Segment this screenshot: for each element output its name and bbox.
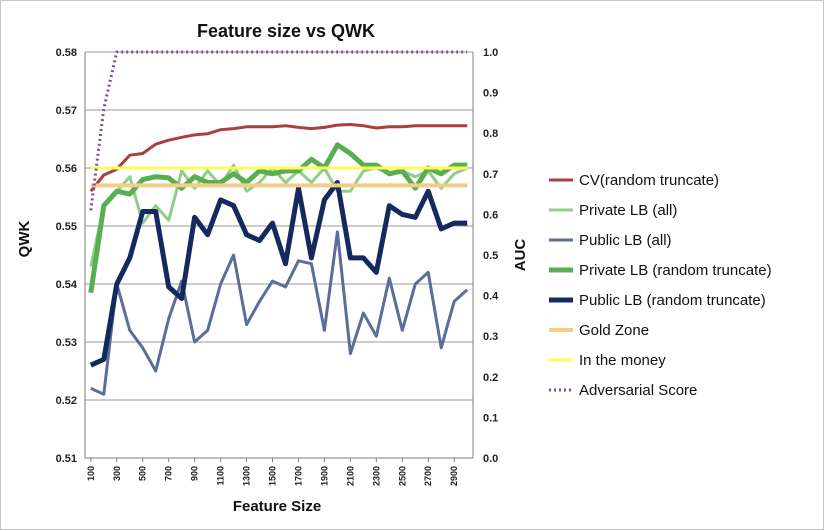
legend-entry-label: Private LB (all) bbox=[579, 202, 677, 219]
y-tick-label: 0.53 bbox=[56, 337, 77, 349]
chart-title: Feature size vs QWK bbox=[197, 21, 375, 41]
y2-tick-label: 0.5 bbox=[483, 250, 498, 262]
y2-tick-label: 0.4 bbox=[483, 291, 499, 303]
y2-tick-label: 0.1 bbox=[483, 412, 498, 424]
x-tick-label: 1700 bbox=[293, 466, 303, 486]
y-tick-label: 0.52 bbox=[56, 395, 77, 407]
y-tick-label: 0.57 bbox=[56, 105, 77, 117]
axes: 0.51 0.52 0.53 0.54 0.55 0.56 0.57 0.58 0.0 0.1 0.… bbox=[56, 47, 500, 486]
legend: CV(random truncate) Private LB (all) Publi… bbox=[549, 172, 772, 399]
x-tick-label: 500 bbox=[138, 466, 148, 481]
x-tick-label: 2700 bbox=[423, 466, 433, 486]
y2-tick-label: 0.9 bbox=[483, 88, 498, 100]
x-tick-label: 1300 bbox=[242, 466, 252, 486]
y2-tick-label: 0.0 bbox=[483, 453, 498, 465]
legend-entry-label: Public LB (all) bbox=[579, 232, 672, 249]
series-line-public-lb-all bbox=[90, 230, 469, 396]
series-lines bbox=[88, 50, 469, 396]
legend-entry-label: CV(random truncate) bbox=[579, 172, 719, 189]
y2-tick-label: 0.3 bbox=[483, 331, 498, 343]
x-tick-label: 1900 bbox=[319, 466, 329, 486]
series-line-cv-random-truncate bbox=[89, 123, 468, 193]
x-tick-label: 2900 bbox=[449, 466, 459, 486]
y2-tick-label: 0.8 bbox=[483, 128, 498, 140]
y-tick-label: 0.55 bbox=[56, 221, 77, 233]
x-tick-label: 2100 bbox=[345, 466, 355, 486]
x-tick-label: 1500 bbox=[268, 466, 278, 486]
x-tick-label: 300 bbox=[112, 466, 122, 481]
legend-entry-label: Gold Zone bbox=[579, 322, 649, 339]
legend-entry-label: Public LB (random truncate) bbox=[579, 292, 766, 309]
legend-entry-label: In the money bbox=[579, 352, 666, 369]
y-tick-label: 0.56 bbox=[56, 163, 77, 175]
legend-entry-label: Private LB (random truncate) bbox=[579, 262, 772, 279]
y-axis-title: QWK bbox=[16, 221, 33, 258]
x-tick-label: 1100 bbox=[216, 466, 226, 486]
y2-axis-title: AUC bbox=[512, 239, 529, 272]
y2-tick-label: 1.0 bbox=[483, 47, 498, 59]
x-tick-label: 900 bbox=[190, 466, 200, 481]
y-tick-label: 0.51 bbox=[56, 453, 77, 465]
series-line-private-lb-random-truncate bbox=[88, 142, 468, 294]
x-tick-label: 2500 bbox=[397, 466, 407, 486]
x-axis-title: Feature Size bbox=[233, 498, 321, 515]
x-tick-label: 100 bbox=[86, 466, 96, 481]
y-tick-label: 0.58 bbox=[56, 47, 77, 59]
y2-tick-label: 0.7 bbox=[483, 169, 498, 181]
y2-tick-label: 0.2 bbox=[483, 372, 498, 384]
legend-entry-label: Adversarial Score bbox=[579, 382, 697, 399]
y-tick-label: 0.54 bbox=[56, 279, 78, 291]
series-line-public-lb-random-truncate bbox=[89, 180, 468, 368]
x-tick-label: 2300 bbox=[371, 466, 381, 486]
y2-tick-label: 0.6 bbox=[483, 209, 498, 221]
x-tick-label: 700 bbox=[164, 466, 174, 481]
